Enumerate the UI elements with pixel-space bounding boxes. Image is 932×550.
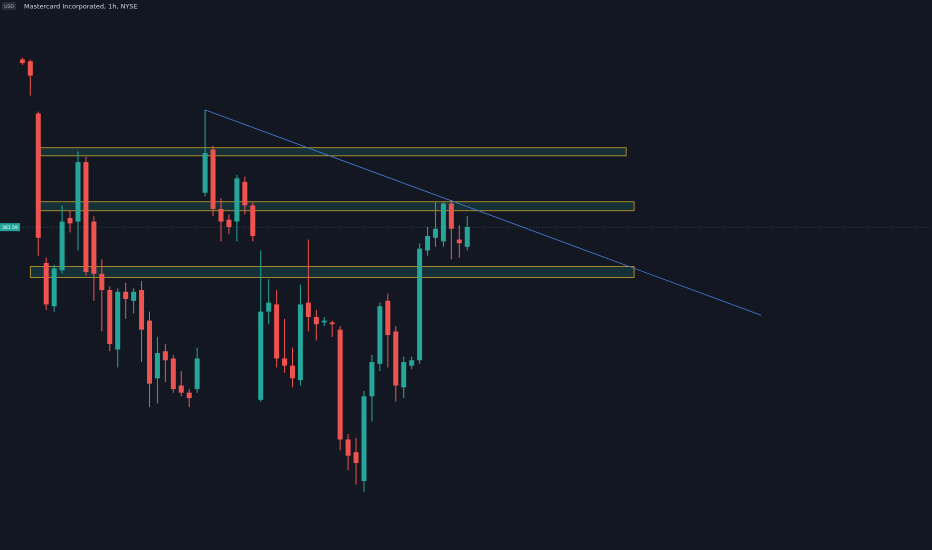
candle-body [27,61,33,76]
chart-title: Mastercard Incorporated, 1h, NYSE [24,2,138,10]
candle-body [377,306,383,364]
candle-body [321,320,327,323]
candle-body [353,452,359,463]
candle-body [464,226,470,247]
candle-body [139,290,145,330]
candle-body [123,291,129,300]
price-zone [29,266,635,278]
candle-body [305,302,311,318]
candle-body [432,228,438,238]
candle-body [146,320,152,384]
price-zone [39,147,627,157]
candle-body [250,205,256,236]
last-price-badge [0,223,20,232]
candle-body [297,304,303,381]
candle-body [115,291,121,350]
candle-body [162,351,168,361]
candle-body [43,262,49,305]
candle-body [99,273,105,291]
candle-body [258,311,264,400]
candle-body [35,113,41,238]
candle-body [210,149,216,209]
candle-body [83,162,89,273]
candle-body [51,268,57,307]
candle-body [425,235,431,251]
last-price-label: 381.59 [2,225,18,231]
currency: USD [4,4,14,10]
candle-body [361,396,367,481]
candle-body [75,162,81,222]
candle-body [59,221,65,271]
candle-body [456,239,462,244]
candle-body [194,358,200,390]
candle-body [154,353,160,379]
candle-body [266,302,272,312]
candle-body [202,153,208,193]
candle-body [385,300,391,336]
candle-body [242,181,248,206]
candle-body [274,304,280,359]
trendline [204,109,762,316]
candle-body [417,248,423,361]
candle-body [178,385,184,393]
candle-body [289,365,295,379]
candle-body [170,358,176,390]
candle-body [329,322,335,325]
candle-body [67,217,73,224]
candle-body [409,360,415,366]
candle-body [345,439,351,456]
candle-body [234,178,240,222]
candle-body [91,221,97,274]
candle-body [19,59,25,64]
currency-badge[interactable] [2,2,16,10]
candle-body [218,208,224,222]
candle-body [337,329,343,440]
candle-body [282,358,288,366]
candle-body [107,290,113,345]
candle-body [226,219,232,227]
candle-body [401,362,407,388]
candle-body [369,362,375,397]
candle-body [440,203,446,242]
candle-body [448,203,454,229]
candle-body [393,331,399,386]
candle-body [131,291,137,301]
candle-body [186,392,192,399]
candle-body [313,317,319,325]
header-bar [0,0,932,12]
price-zone [35,201,635,212]
